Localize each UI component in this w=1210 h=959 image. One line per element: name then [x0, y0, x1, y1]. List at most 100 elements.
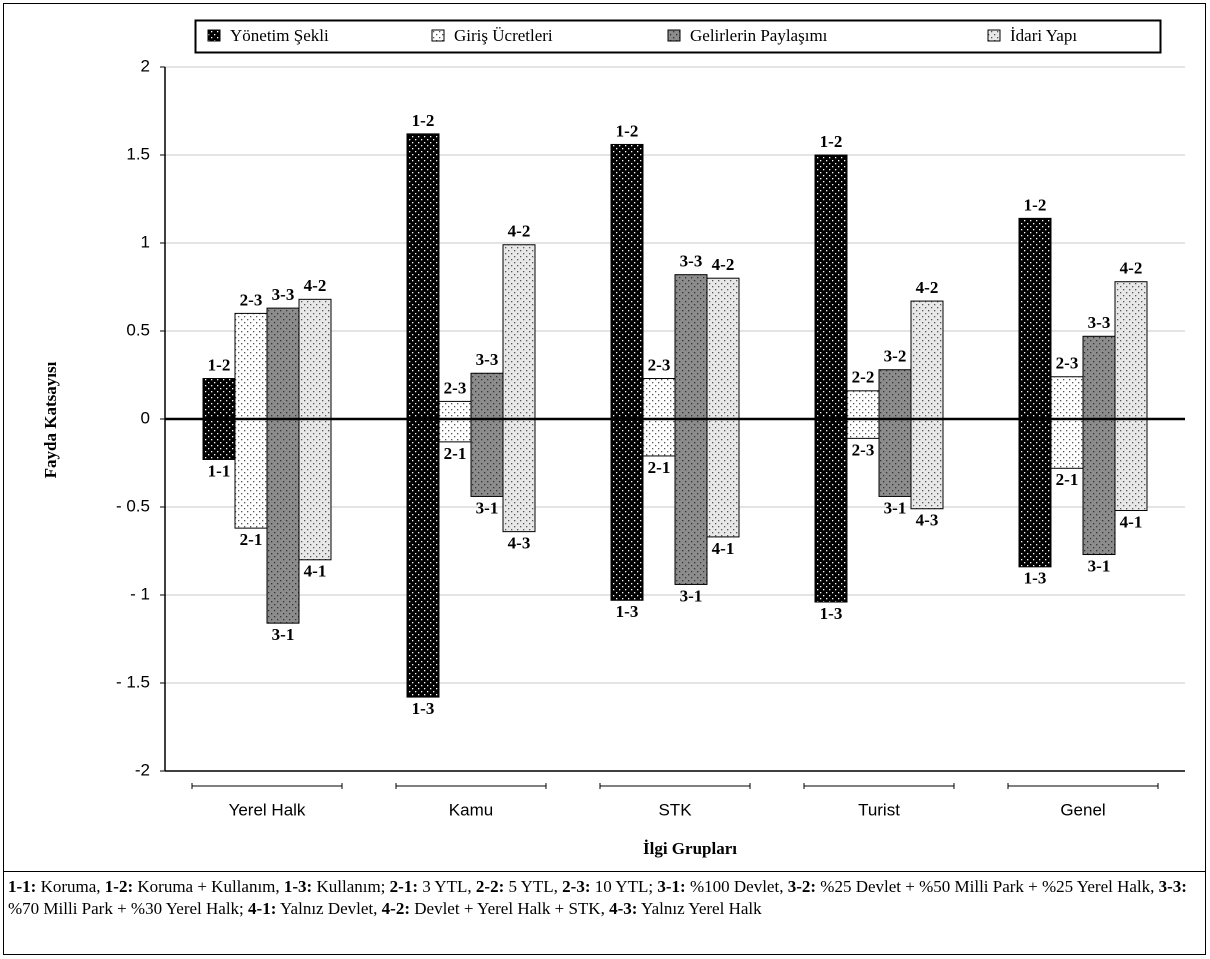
bar: [1050, 418, 1084, 469]
bar-label: 4-2: [916, 278, 939, 297]
footnote-code: 2-3:: [562, 877, 591, 896]
bar-label: 4-2: [508, 222, 531, 241]
footnote-text: 3 YTL,: [422, 877, 472, 896]
bar: [438, 418, 472, 443]
bar-label: 2-1: [648, 458, 671, 477]
bar: [706, 277, 740, 420]
footnote-code: 2-2:: [475, 877, 505, 896]
bar-label: 3-1: [680, 586, 703, 605]
legend-swatch: [667, 29, 681, 42]
bar: [470, 418, 504, 497]
footnote-text: %25 Devlet + %50 Milli Park + %25 Yerel …: [820, 877, 1155, 896]
bar-label: 2-2: [852, 368, 875, 387]
bar-label: 1-2: [616, 121, 639, 140]
bar: [438, 400, 472, 420]
footnote-code: 1-2:: [104, 877, 134, 896]
bar: [406, 133, 440, 420]
footnote-text: Devlet + Yerel Halk + STK,: [414, 899, 605, 918]
bar-label: 2-3: [1056, 354, 1079, 373]
bar: [910, 418, 944, 510]
bar-label: 1-2: [208, 355, 231, 374]
footnote-text: %70 Milli Park + %30 Yerel Halk;: [8, 899, 244, 918]
bar: [1050, 376, 1084, 420]
bar-label: 3-3: [1088, 313, 1111, 332]
bar-label: 3-1: [272, 625, 295, 644]
footnote-text: Kullanım;: [316, 877, 386, 896]
bar: [878, 418, 912, 497]
y-tick-label: - 1.5: [116, 672, 150, 691]
bar: [1114, 418, 1148, 512]
bar-label: 4-3: [916, 511, 939, 530]
bar: [234, 312, 268, 420]
bar: [202, 378, 236, 420]
footnote-text: 10 YTL;: [594, 877, 654, 896]
bar-label: 4-1: [712, 539, 735, 558]
bar-label: 4-2: [304, 276, 327, 295]
y-tick-label: -2: [135, 760, 150, 779]
x-tick-label: Yerel Halk: [229, 800, 306, 819]
footnote-code: 4-3:: [609, 899, 638, 918]
y-tick-label: 2: [141, 56, 150, 75]
bar-label: 1-3: [820, 604, 843, 623]
bar-label: 1-3: [1024, 569, 1047, 588]
legend-swatch: [207, 29, 221, 42]
bar-label: 2-3: [648, 355, 671, 374]
footnote-text: Koruma + Kullanım,: [137, 877, 280, 896]
bar-label: 2-3: [240, 290, 263, 309]
bar-label: 4-1: [1120, 512, 1143, 531]
bar: [1082, 335, 1116, 420]
bar-label: 4-2: [1120, 259, 1143, 278]
y-tick-label: 1.5: [126, 144, 150, 163]
bar-label: 3-1: [1088, 556, 1111, 575]
bar-label: 3-2: [884, 347, 907, 366]
y-tick-label: 0: [141, 408, 150, 427]
bar: [502, 244, 536, 420]
bar: [266, 307, 300, 420]
bar-label: 3-3: [272, 285, 295, 304]
y-tick-label: - 1: [130, 584, 150, 603]
footnote-code: 4-2:: [381, 899, 410, 918]
bar: [706, 418, 740, 538]
bar-label: 3-3: [476, 350, 499, 369]
footnote-text: Yalnız Yerel Halk: [641, 899, 762, 918]
y-tick-label: 1: [141, 232, 150, 251]
bar-label: 4-2: [712, 255, 735, 274]
legend-label: İdari Yapı: [1010, 26, 1077, 45]
bar: [1082, 418, 1116, 556]
bar: [642, 418, 676, 457]
bar-label: 2-1: [444, 444, 467, 463]
bar-label: 3-1: [884, 498, 907, 517]
bar: [1018, 418, 1052, 568]
bar-label: 1-3: [412, 699, 435, 718]
footnote-code: 3-2:: [787, 877, 817, 896]
x-tick-label: Genel: [1060, 800, 1105, 819]
bar: [298, 418, 332, 561]
frame: [3, 3, 1206, 955]
x-axis-title: İlgi Grupları: [643, 839, 737, 858]
bar: [234, 418, 268, 529]
bar: [610, 418, 644, 601]
bar-label: 4-3: [508, 534, 531, 553]
bar-label: 2-1: [1056, 470, 1079, 489]
footnote-text: %100 Devlet,: [689, 877, 784, 896]
bar-label: 2-1: [240, 530, 263, 549]
bar-label: 2-3: [852, 440, 875, 459]
legend-label: Gelirlerin Paylaşımı: [690, 26, 828, 45]
bar: [470, 372, 504, 420]
x-tick-label: STK: [658, 800, 692, 819]
bar-label: 1-1: [208, 461, 231, 480]
legend-swatch: [987, 29, 1001, 42]
bar: [878, 369, 912, 420]
footnote-text: Yalnız Devlet,: [279, 899, 378, 918]
bar: [266, 418, 300, 624]
bar: [202, 418, 236, 460]
footnote-code: 3-3:: [1158, 877, 1187, 896]
y-axis-title: Fayda Katsayısı: [41, 361, 60, 478]
footnote-code: 4-1:: [248, 899, 277, 918]
bar: [610, 143, 644, 420]
bar-label: 1-3: [616, 602, 639, 621]
footnote-code: 1-1:: [8, 877, 37, 896]
bar: [1018, 217, 1052, 420]
